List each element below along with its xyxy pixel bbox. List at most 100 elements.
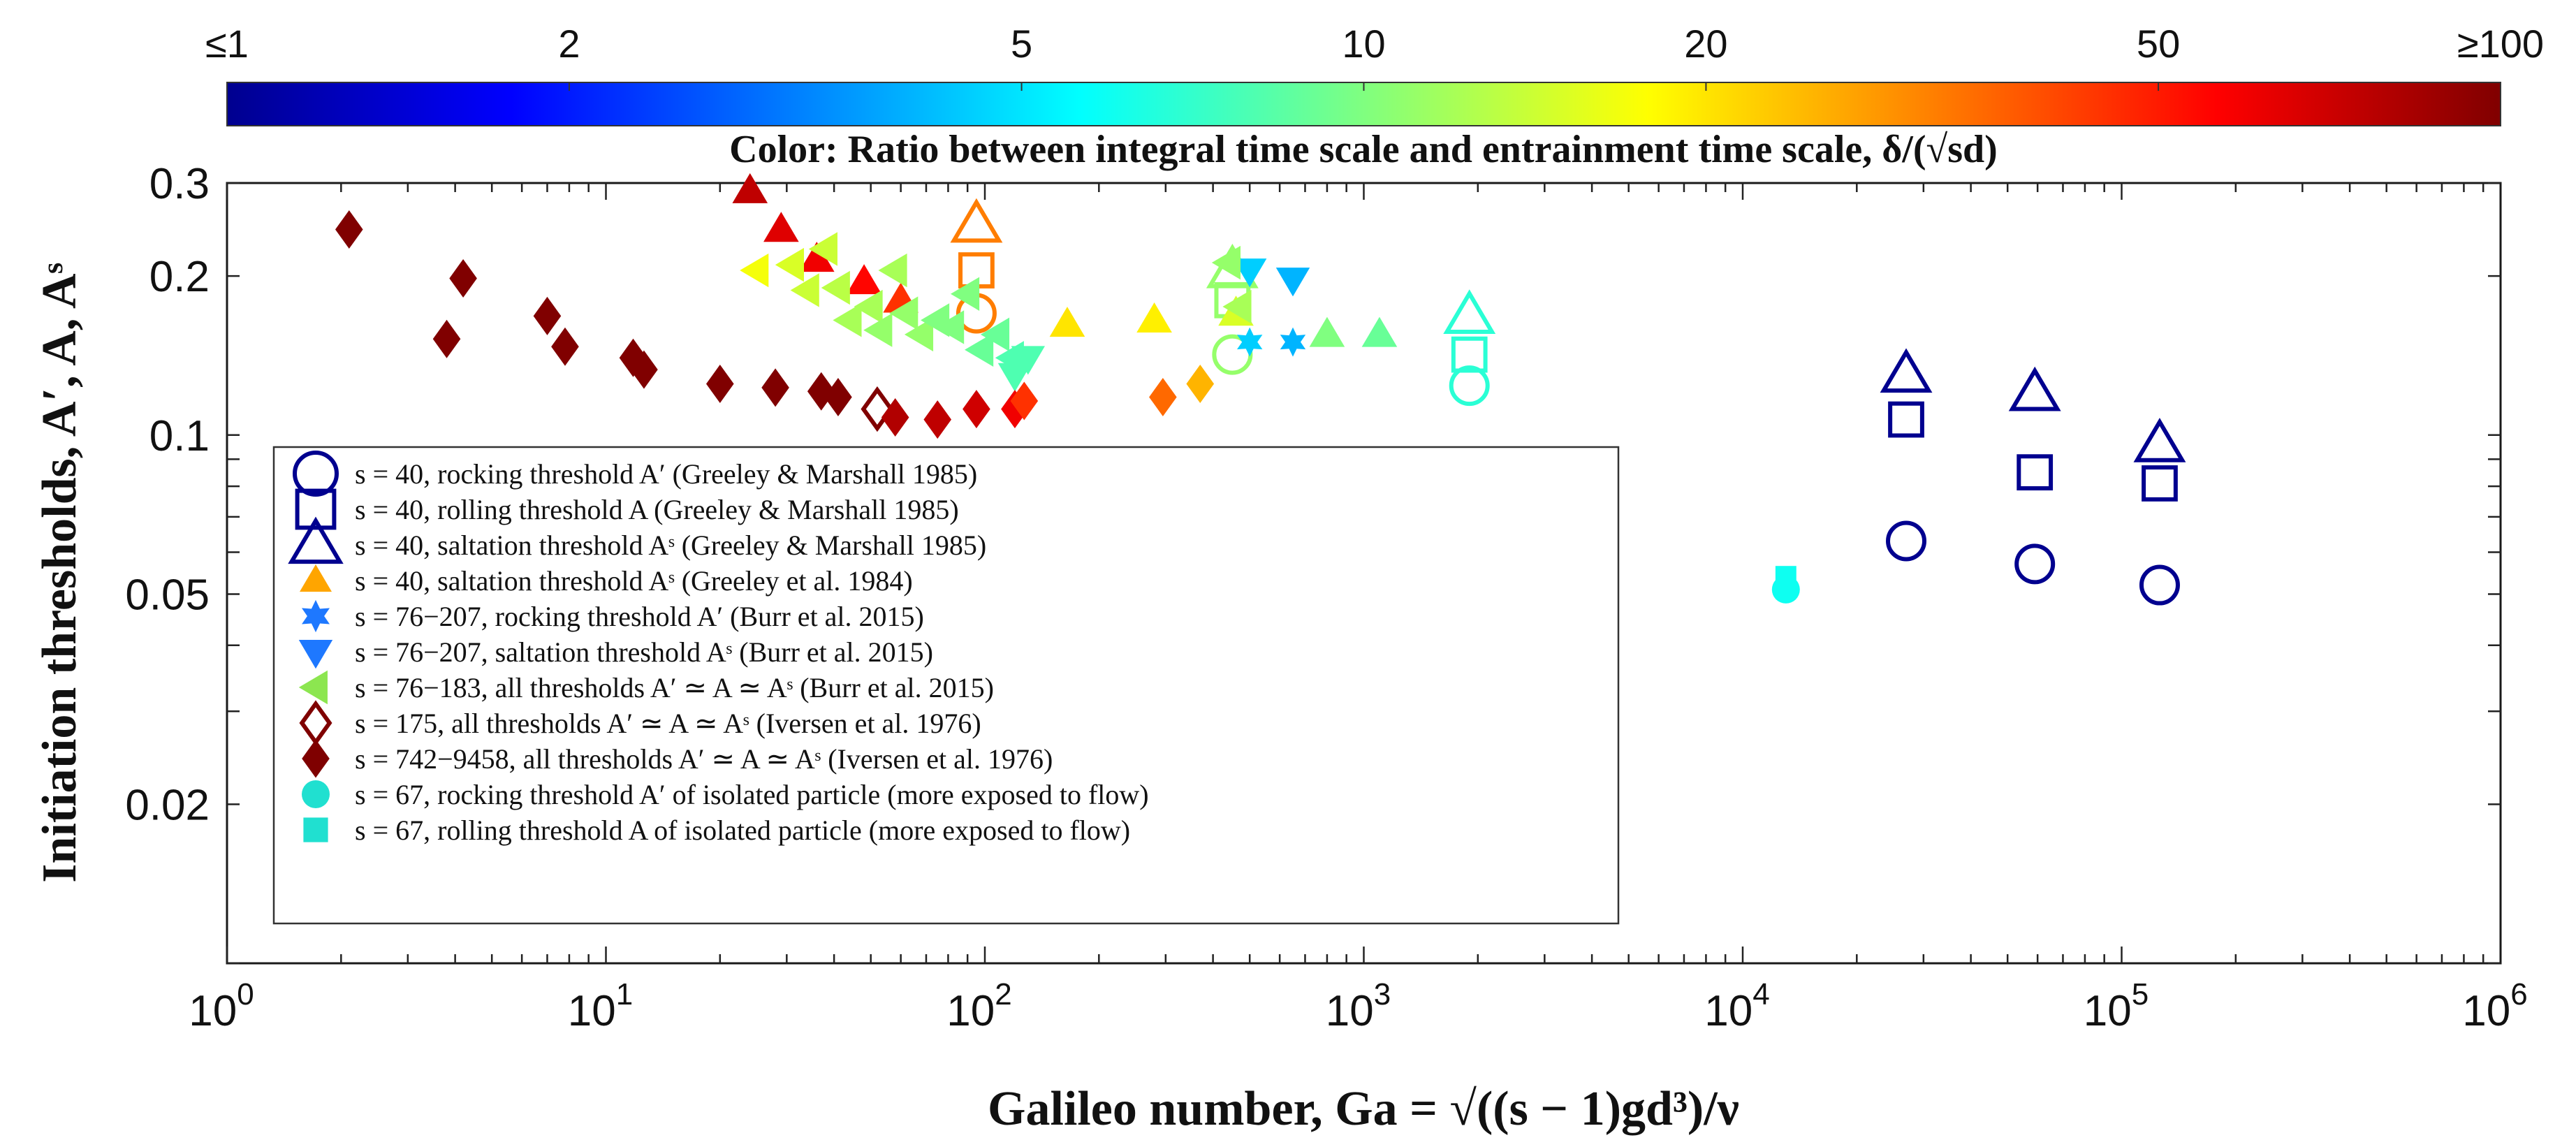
data-point-s4-p0: [1237, 327, 1263, 357]
data-point-s3-p2: [798, 242, 835, 272]
colorbar-tick-label-0: ≤1: [205, 22, 249, 66]
legend-marker-9: [302, 780, 330, 808]
data-point-s6-p1: [775, 247, 805, 282]
data-point-s6-p8: [878, 253, 907, 288]
data-point-s8-p0: [335, 210, 363, 249]
data-point-s1-p2: [2142, 465, 2178, 502]
data-point-s8-p10: [824, 377, 852, 416]
x-tick-label: 101: [568, 977, 633, 1035]
data-point-s6-p5: [833, 303, 862, 337]
colorbar-tick-label-5: 50: [2137, 22, 2180, 66]
x-axis-tick-labels: 100 101 102 103 104 105 106: [189, 977, 2527, 1035]
data-point-s0-p0: [1886, 520, 1927, 562]
data-point-s6-p0: [740, 253, 769, 288]
data-point-s8-p17: [1186, 365, 1215, 404]
y-tick-label: 0.1: [149, 412, 210, 460]
colorbar-tick-label-3: 10: [1342, 22, 1385, 66]
data-point-s5-p0: [1232, 258, 1267, 288]
legend-marker-5: [298, 640, 333, 669]
legend-label-6: s = 76−183, all thresholds A′ ≃ A ≃ Aˢ (…: [355, 672, 994, 703]
legend-label-4: s = 76−207, rocking threshold A′ (Burr e…: [355, 601, 924, 632]
legend-label-8: s = 742−9458, all thresholds A′ ≃ A ≃ Aˢ…: [355, 743, 1053, 775]
data-point-s0-p3: [1449, 365, 1490, 407]
legend: s = 40, rocking threshold A′ (Greeley & …: [272, 446, 1620, 925]
data-point-s1-p1: [2017, 454, 2054, 491]
data-point-s8-p6: [630, 350, 658, 389]
data-point-s6-p4: [821, 270, 850, 305]
data-point-s6-p9: [889, 296, 919, 330]
colorbar-tick-label-2: 5: [1011, 22, 1032, 66]
data-point-s3-p5: [1049, 307, 1085, 337]
data-point-s8-p7: [706, 365, 734, 404]
data-point-s6-p13: [950, 277, 980, 311]
x-tick-label: 104: [1704, 977, 1769, 1035]
data-point-s8-p15: [1010, 381, 1039, 421]
legend-box: [272, 446, 1620, 925]
data-point-s8-p12: [923, 400, 952, 439]
data-point-s1-p0: [1888, 401, 1924, 438]
data-point-s6-p16: [995, 341, 1024, 375]
legend-marker-3: [300, 564, 332, 592]
legend-marker-1: [295, 488, 337, 530]
data-point-s6-p6: [854, 289, 883, 324]
data-point-s3-p8: [1309, 316, 1345, 347]
data-point-s3-p1: [763, 212, 799, 242]
data-point-s6-p15: [980, 317, 1010, 352]
data-markers: [335, 173, 2186, 606]
data-point-s2-p5: [950, 198, 1003, 243]
colorbar-tick-label-4: 20: [1684, 22, 1727, 66]
data-point-s8-p11: [881, 398, 909, 437]
data-point-s3-p3: [846, 264, 882, 295]
data-point-s6-p2: [808, 232, 837, 266]
data-point-s2-p0: [1880, 348, 1933, 393]
data-point-s6-p7: [863, 313, 893, 347]
legend-marker-0: [293, 451, 339, 497]
data-point-s6-p3: [790, 273, 819, 307]
x-tick-label: 105: [2084, 977, 2149, 1035]
data-point-s4-p1: [1280, 327, 1306, 357]
legend-label-5: s = 76−207, saltation threshold Aˢ (Burr…: [355, 636, 933, 668]
data-point-s5-p1: [1275, 268, 1310, 297]
legend-label-7: s = 175, all thresholds A′ ≃ A ≃ Aˢ (Ive…: [355, 708, 981, 739]
legend-label-3: s = 40, saltation threshold Aˢ (Greeley …: [355, 565, 913, 597]
data-point-s8-p13: [963, 390, 990, 429]
legend-label-10: s = 67, rolling threshold A of isolated …: [355, 814, 1130, 846]
data-point-s3-p9: [1361, 316, 1398, 347]
data-point-s8-p8: [761, 368, 789, 407]
axis-ticks: [226, 182, 2501, 965]
data-point-s8-p2: [449, 258, 477, 298]
y-tick-label: 0.3: [149, 160, 210, 208]
data-point-s8-p1: [432, 319, 461, 358]
data-point-s8-p3: [533, 296, 562, 335]
data-point-s7-p0: [861, 386, 894, 432]
legend-marker-4: [302, 599, 330, 633]
x-axis-label: Galileo number, Ga = √((s − 1)gd³)/ν: [988, 1082, 1739, 1136]
y-tick-label: 0.2: [149, 253, 210, 301]
y-tick-label: 0.02: [125, 781, 210, 829]
y-tick-label: 0.05: [125, 571, 210, 619]
data-point-s3-p6: [1136, 302, 1172, 333]
data-point-s2-p1: [2008, 366, 2061, 411]
colorbar-tick-label-6: ≥100: [2457, 22, 2544, 66]
data-point-s8-p4: [551, 327, 579, 366]
data-point-s2-p3: [1443, 289, 1496, 334]
colorbar: ≤1 2 5 10 20 50 ≥100 Color: Ratio between inte…: [205, 22, 2544, 171]
data-point-s6-p14: [965, 333, 994, 367]
colorbar-tick-label-1: 2: [558, 22, 580, 66]
colorbar-title: Color: Ratio between integral time scale…: [729, 128, 1998, 171]
data-point-s6-p10: [904, 317, 934, 352]
y-axis-tick-labels: 0.02 0.05 0.1 0.2 0.3: [125, 160, 210, 829]
legend-label-1: s = 40, rolling threshold A (Greeley & M…: [355, 494, 959, 525]
data-point-s10-p0: [1775, 566, 1796, 587]
legend-marker-10: [303, 817, 328, 842]
legend-label-2: s = 40, saltation threshold Aˢ (Greeley …: [355, 529, 986, 561]
legend-marker-2: [288, 516, 344, 564]
data-point-s6-p18: [1222, 289, 1252, 324]
x-tick-label: 100: [189, 977, 254, 1035]
legend-marker-8: [302, 739, 330, 778]
data-point-s1-p3: [1451, 336, 1488, 373]
data-point-s3-p0: [732, 173, 768, 203]
data-point-s6-p12: [935, 310, 965, 344]
data-point-s6-p17: [1211, 245, 1241, 280]
